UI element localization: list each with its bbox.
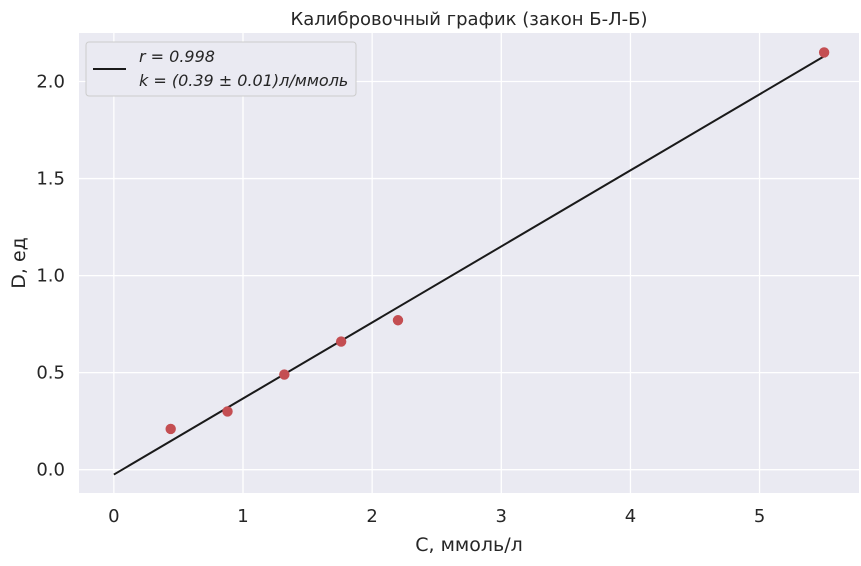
data-point	[818, 47, 830, 58]
x-axis-label: С, ммоль/л	[415, 534, 523, 556]
x-tick-label: 5	[754, 506, 765, 527]
legend: r = 0.998 k = (0.39 ± 0.01)л/ммоль	[85, 41, 357, 97]
fit-line	[113, 55, 825, 476]
data-point	[222, 406, 233, 417]
y-tick-label: 1.5	[36, 169, 65, 190]
y-tick-label: 2.0	[36, 72, 65, 93]
data-point	[165, 423, 176, 435]
fit-line-group	[113, 55, 825, 476]
chart-title: Калибровочный график (закон Б-Л-Б)	[290, 9, 647, 30]
x-tick-label: 2	[366, 506, 377, 527]
x-tick-labels: 0 1 2 3 4 5	[108, 506, 765, 527]
y-tick-label: 1.0	[36, 266, 65, 287]
y-tick-labels: 0.0 0.5 1.0 1.5 2.0	[36, 72, 65, 481]
y-axis-label: D, ед	[8, 237, 30, 289]
y-tick-label: 0.5	[36, 363, 65, 384]
y-tick-label: 0.0	[36, 460, 65, 481]
data-points	[165, 47, 830, 435]
x-tick-label: 0	[108, 506, 119, 527]
legend-line-r: r = 0.998	[139, 47, 215, 66]
plot-area	[79, 33, 859, 493]
data-point	[392, 315, 404, 326]
legend-line-k: k = (0.39 ± 0.01)л/ммоль	[139, 71, 348, 90]
x-tick-label: 3	[496, 506, 507, 527]
x-tick-label: 4	[625, 506, 636, 527]
data-point	[279, 369, 290, 380]
data-point	[335, 336, 347, 347]
legend-box	[85, 41, 357, 97]
x-tick-label: 1	[237, 506, 248, 527]
